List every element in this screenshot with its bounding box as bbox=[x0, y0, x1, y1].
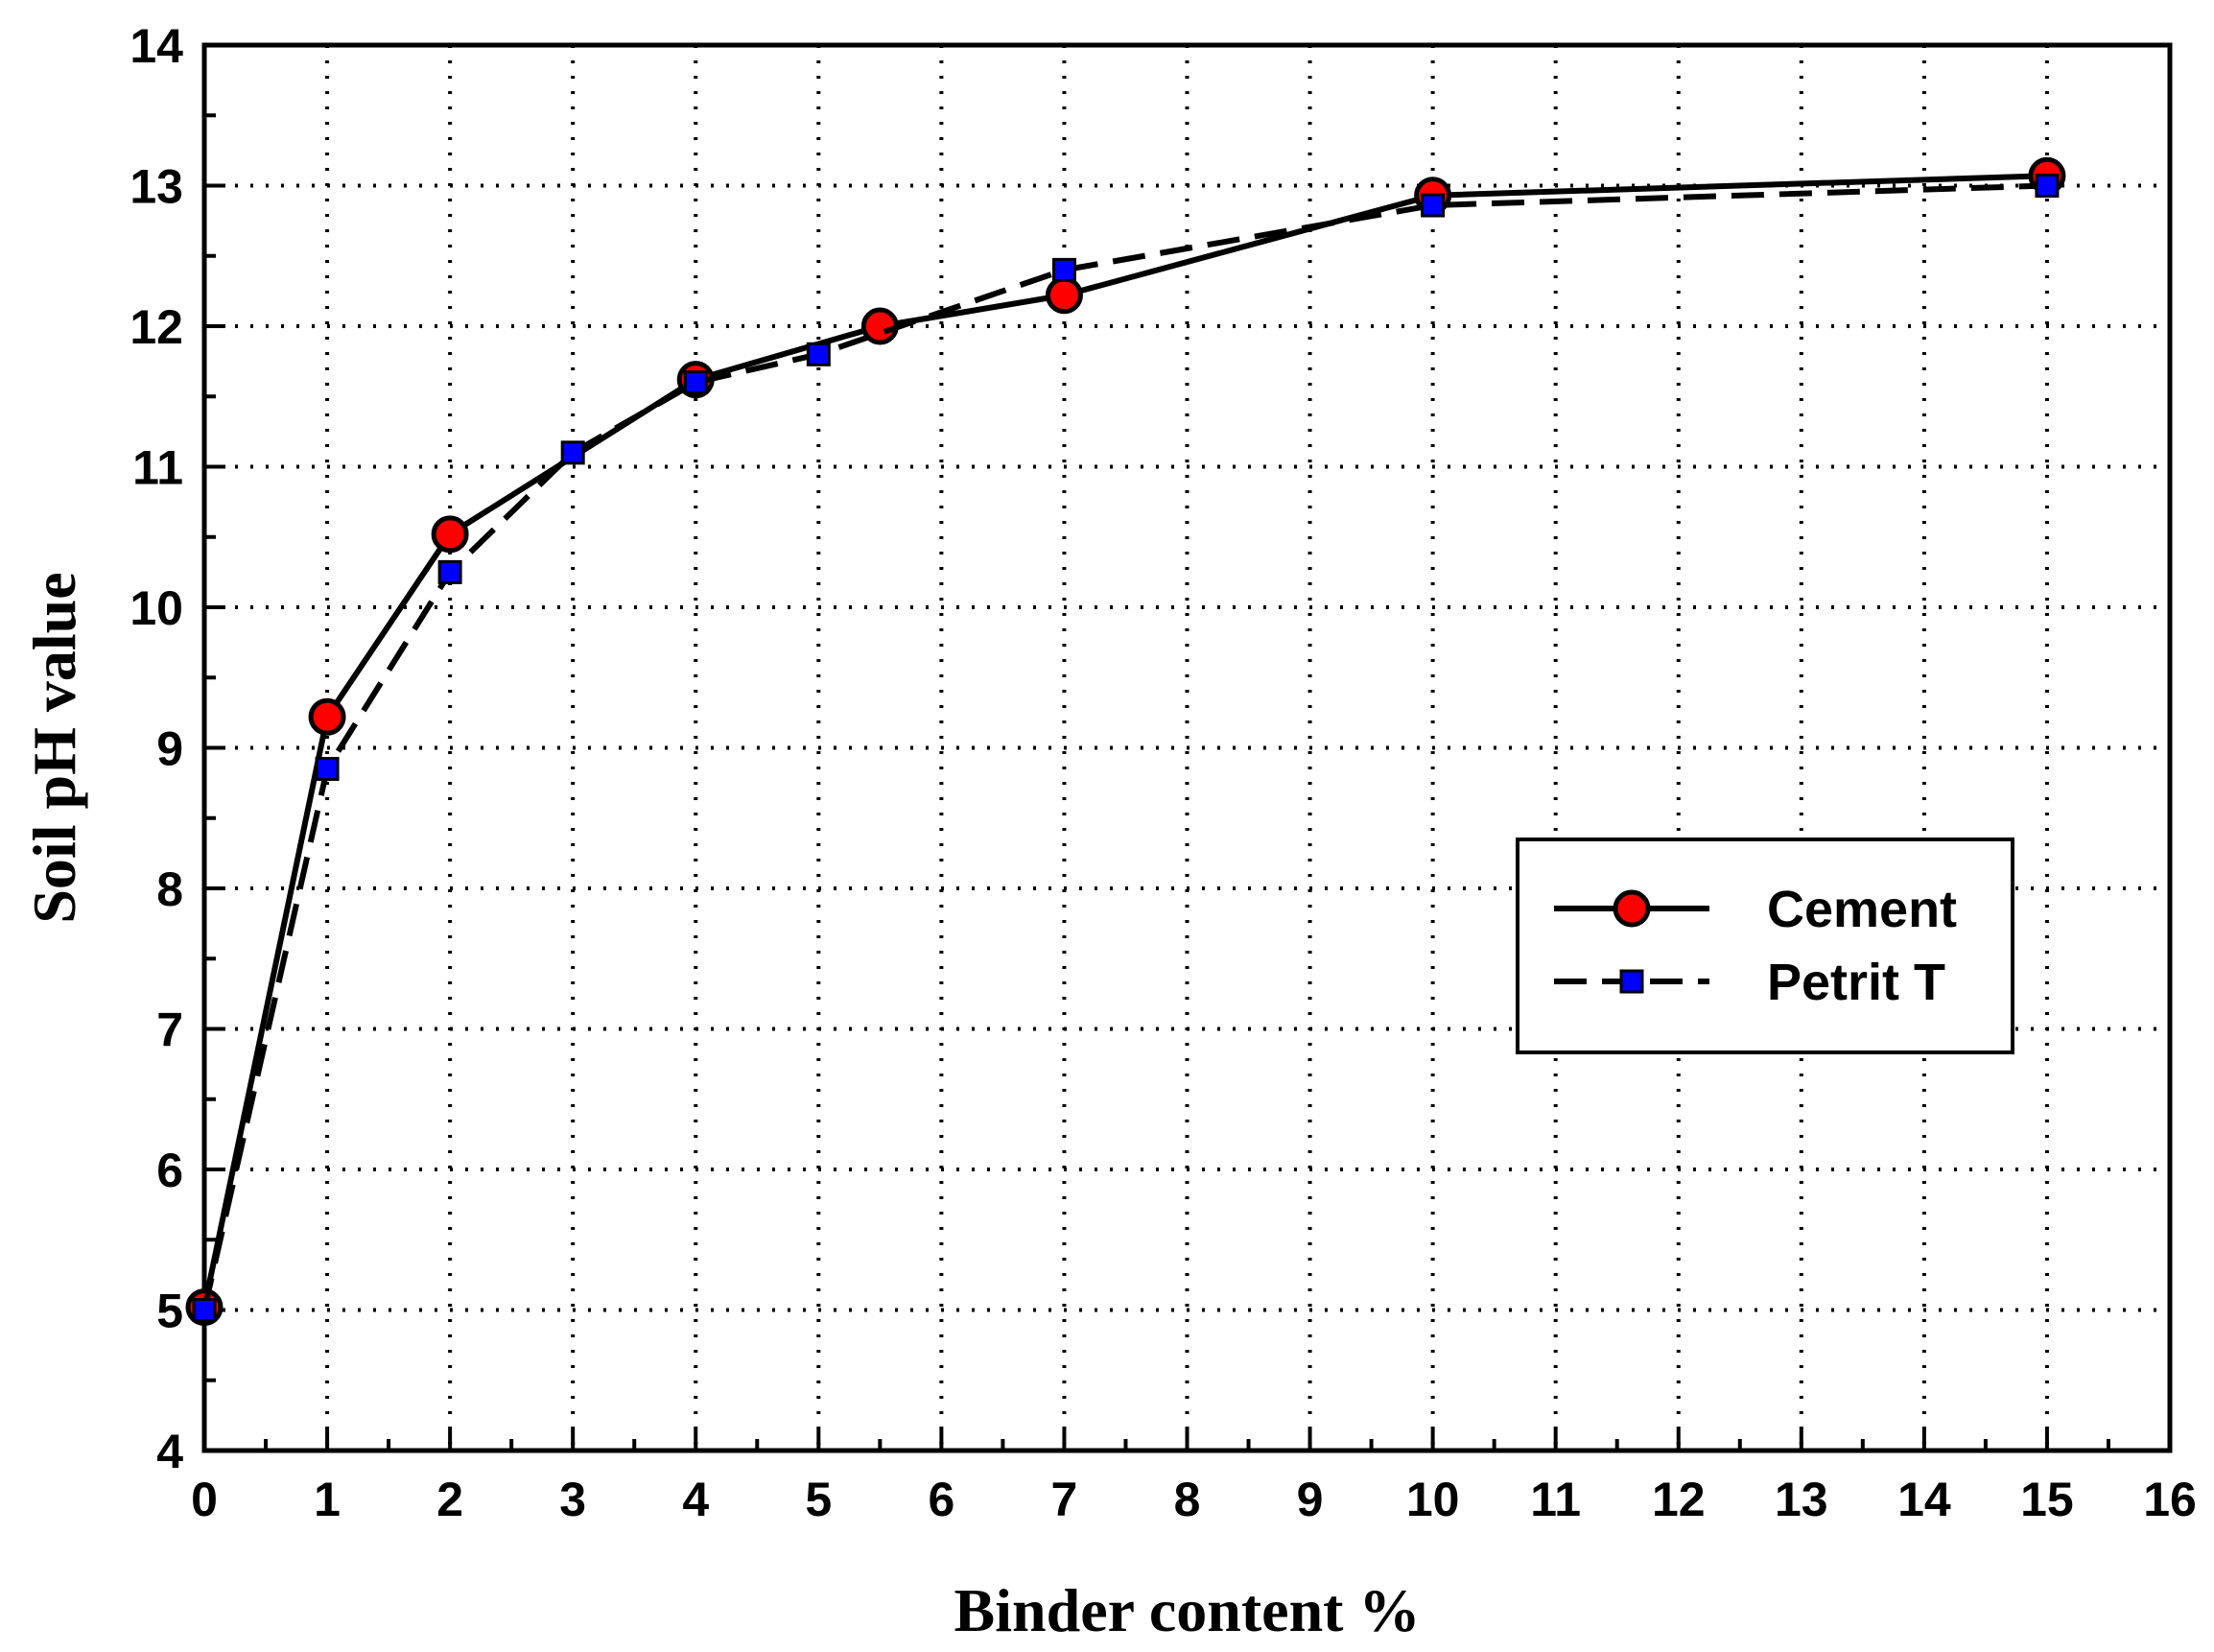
legend-marker bbox=[1619, 969, 1644, 994]
x-tick-label: 10 bbox=[1406, 1473, 1460, 1526]
x-tick-label: 16 bbox=[2143, 1473, 2197, 1526]
data-point bbox=[315, 756, 340, 781]
data-point bbox=[431, 515, 469, 554]
y-tick-label: 7 bbox=[156, 1003, 183, 1057]
y-tick-label: 11 bbox=[132, 441, 183, 495]
x-tick-label: 2 bbox=[436, 1473, 463, 1526]
data-point bbox=[1051, 257, 1076, 282]
y-tick-label: 12 bbox=[130, 300, 183, 354]
x-tick-label: 8 bbox=[1174, 1473, 1201, 1526]
y-tick-label: 14 bbox=[130, 19, 183, 73]
y-tick-label: 8 bbox=[156, 862, 183, 916]
legend-marker bbox=[1613, 889, 1651, 928]
x-tick-label: 13 bbox=[1775, 1473, 1828, 1526]
x-tick-label: 14 bbox=[1897, 1473, 1951, 1526]
x-tick-label: 7 bbox=[1051, 1473, 1078, 1526]
x-tick-label: 4 bbox=[682, 1473, 709, 1526]
series-petrit-t bbox=[192, 174, 2060, 1322]
grid bbox=[204, 45, 2170, 1451]
x-tick-label: 0 bbox=[191, 1473, 218, 1526]
series-layer bbox=[185, 156, 2066, 1327]
legend: Cement Petrit T bbox=[1516, 838, 2014, 1054]
x-tick-label: 3 bbox=[559, 1473, 586, 1526]
x-axis-title: Binder content % bbox=[954, 1576, 1421, 1644]
y-tick-label: 4 bbox=[156, 1425, 183, 1478]
x-tick-label: 5 bbox=[805, 1473, 832, 1526]
y-tick-label: 9 bbox=[156, 722, 183, 776]
data-point bbox=[806, 342, 831, 366]
x-tick-label: 15 bbox=[2020, 1473, 2074, 1526]
y-tick-label: 10 bbox=[130, 581, 183, 635]
data-point bbox=[308, 697, 346, 736]
data-point bbox=[2035, 174, 2060, 198]
x-tick-label: 1 bbox=[314, 1473, 341, 1526]
data-point bbox=[1421, 193, 1446, 218]
legend-label: Cement bbox=[1767, 881, 1957, 938]
y-axis-title: Soil pH value bbox=[20, 572, 88, 923]
x-tick-label: 9 bbox=[1297, 1473, 1324, 1526]
y-tick-label: 5 bbox=[156, 1285, 183, 1338]
legend-box bbox=[1516, 838, 2014, 1054]
data-point bbox=[437, 559, 462, 584]
legend-label: Petrit T bbox=[1767, 954, 1945, 1011]
series-cement bbox=[185, 156, 2066, 1327]
data-point bbox=[683, 370, 708, 395]
data-point bbox=[192, 1298, 217, 1322]
data-point bbox=[560, 440, 585, 465]
y-tick-label: 6 bbox=[156, 1144, 183, 1197]
data-point bbox=[1045, 276, 1083, 315]
y-tick-label: 13 bbox=[130, 160, 183, 214]
x-tick-label: 12 bbox=[1652, 1473, 1706, 1526]
series-line bbox=[201, 182, 2048, 1311]
x-tick-label: 11 bbox=[1530, 1473, 1581, 1526]
x-tick-label: 6 bbox=[928, 1473, 954, 1526]
series-line bbox=[201, 173, 2048, 1309]
